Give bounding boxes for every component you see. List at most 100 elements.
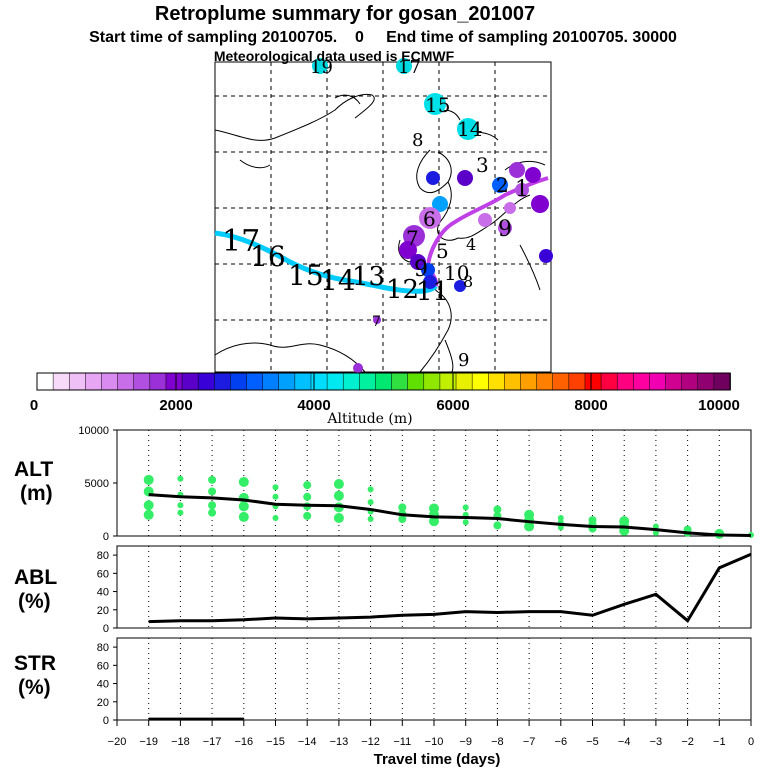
alt-scatter-point — [208, 501, 217, 510]
x-tick-label: −15 — [266, 736, 285, 748]
alt-scatter-point — [462, 519, 469, 526]
x-tick-label: −5 — [586, 736, 599, 748]
x-tick-label: −2 — [681, 736, 694, 748]
alt-panel: ALT (m) 10000 5000 0 — [14, 425, 754, 543]
met-data-label: Meteorological data used is ECMWF — [214, 48, 455, 64]
colorbar-tick-label: 10000 — [698, 397, 740, 414]
alt-scatter-point — [652, 529, 659, 536]
colorbar-cell — [600, 372, 619, 391]
colorbar-cell — [214, 372, 232, 391]
colorbar-cell — [649, 372, 667, 391]
colorbar-cell — [391, 372, 409, 391]
abl-yaxis: 80 60 40 20 0 — [97, 550, 117, 635]
y-tick-label: 20 — [97, 605, 109, 617]
particle-marker — [410, 254, 426, 270]
x-tick-label: −16 — [234, 736, 253, 748]
alt-particle-scatter — [143, 474, 754, 539]
str-yaxis: 80 60 40 20 0 — [97, 642, 117, 727]
colorbar-tick-label: 0 — [30, 397, 38, 414]
colorbar-cell — [262, 372, 280, 391]
particle-marker — [504, 202, 516, 214]
x-tick-label: −4 — [618, 736, 631, 748]
particle-marker — [312, 58, 328, 74]
x-tick-label: −19 — [139, 736, 158, 748]
alt-median-line — [148, 493, 752, 537]
alt-scatter-point — [208, 508, 217, 517]
colorbar-cell — [568, 372, 586, 391]
day-label: 9 — [498, 217, 512, 242]
particle-marker — [457, 170, 473, 186]
y-tick-label: 60 — [97, 660, 109, 672]
x-tick-label: −7 — [523, 736, 536, 748]
x-tick-label: −8 — [491, 736, 504, 748]
colorbar-cell — [133, 372, 151, 391]
alt-scatter-point — [238, 476, 249, 487]
day-label: 5 — [436, 239, 449, 263]
alt-scatter-point — [398, 503, 407, 512]
abl-line — [148, 552, 752, 624]
day-label: 6 — [423, 207, 436, 231]
colorbar-cell — [117, 372, 135, 391]
colorbar-cell — [633, 372, 651, 391]
day-label: 14 — [320, 264, 356, 297]
alt-scatter-point — [238, 511, 249, 522]
y-tick-label: 40 — [97, 679, 109, 691]
day-label: 17 — [398, 57, 421, 78]
y-tick-label: 20 — [97, 697, 109, 709]
colorbar-cell — [471, 372, 490, 391]
colorbar-cell — [278, 372, 296, 391]
colorbar-cell — [342, 372, 361, 391]
colorbar-cell — [584, 372, 602, 391]
map-gridlines — [215, 62, 551, 372]
particle-marker — [531, 195, 549, 213]
y-tick-label: 80 — [97, 642, 109, 654]
colorbar-cell — [488, 372, 506, 391]
abl-gridlines — [148, 546, 720, 628]
alt-panel-title: ALT — [14, 458, 53, 481]
alt-scatter-point — [462, 504, 469, 511]
alt-scatter-point — [303, 492, 312, 501]
colorbar-cell — [439, 372, 457, 391]
colorbar-cell — [294, 372, 312, 391]
alt-scatter-point — [143, 474, 154, 485]
alt-panel-unit: (m) — [20, 482, 53, 505]
y-tick-label: 0 — [103, 531, 109, 543]
y-tick-label: 10000 — [78, 425, 109, 437]
x-tick-label: −14 — [298, 736, 317, 748]
alt-scatter-point — [333, 490, 344, 501]
colorbar-cell — [520, 372, 538, 391]
colorbar-cell — [407, 372, 425, 391]
colorbar-cell — [181, 372, 200, 391]
particle-marker — [515, 183, 529, 197]
particle-marker — [421, 263, 435, 277]
alt-scatter-point — [303, 481, 312, 490]
colorbar-cells — [36, 372, 731, 391]
travel-time-axis: −20 −19 −18 −17 −16 −15 −14 −13 −12 −11 −10 −9 −8 −7−… — [108, 720, 754, 748]
str-panel-title: STR — [14, 652, 56, 675]
colorbar-cell — [68, 372, 87, 391]
colorbar-cell — [375, 372, 393, 391]
colorbar-cell — [697, 372, 715, 391]
colorbar-cell — [326, 372, 345, 391]
alt-scatter-point — [303, 511, 312, 520]
figure-subtitle: Start time of sampling 20100705. 0 End t… — [89, 29, 677, 46]
alt-scatter-point — [367, 516, 374, 523]
particle-marker — [424, 93, 446, 115]
colorbar-cell — [149, 372, 167, 391]
particle-marker — [492, 177, 508, 193]
particle-marker — [373, 316, 381, 324]
particle-marker — [353, 363, 363, 373]
colorbar-cell — [423, 372, 441, 391]
y-tick-label: 80 — [97, 550, 109, 562]
abl-panel: ABL (%) 80 60 40 20 0 — [14, 545, 752, 635]
colorbar-cell — [52, 372, 71, 391]
colorbar-cell — [310, 372, 328, 391]
colorbar-cell — [616, 372, 635, 391]
x-tick-label: −11 — [393, 736, 411, 748]
colorbar-tick-label: 8000 — [574, 397, 607, 414]
alt-scatter-point — [177, 509, 184, 516]
colorbar-cell — [665, 372, 683, 391]
alt-scatter-point — [493, 521, 502, 530]
day-label: 3 — [476, 153, 489, 177]
